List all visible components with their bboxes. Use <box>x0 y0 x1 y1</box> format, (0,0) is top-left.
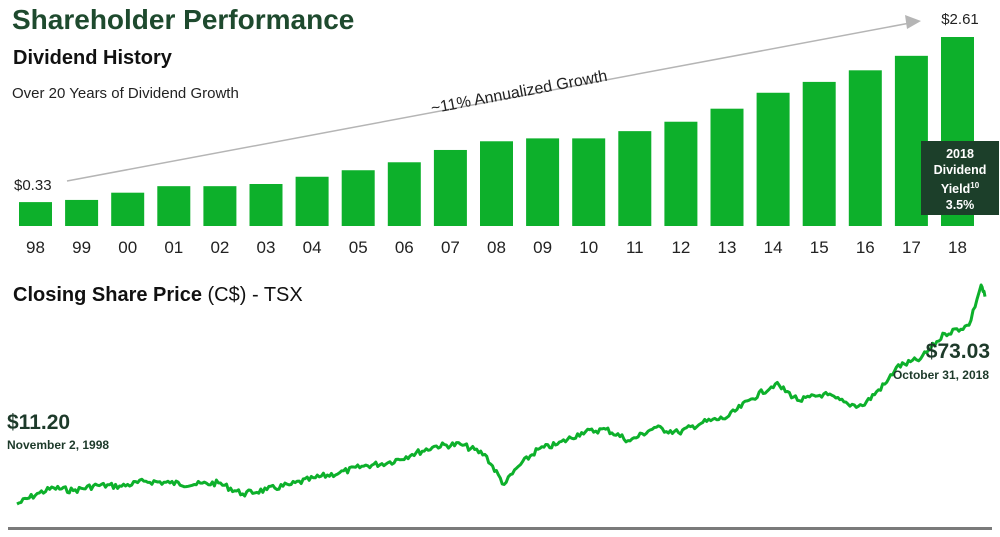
year-tick-label: 11 <box>626 238 644 257</box>
year-tick-label: 13 <box>718 238 737 257</box>
yield-dividend-label: Dividend <box>933 162 987 177</box>
dividend-history-heading: Dividend History <box>13 47 172 69</box>
yield-label: Yield10 <box>921 178 999 198</box>
year-tick-label: 99 <box>72 238 91 257</box>
year-tick-label: 10 <box>579 238 598 257</box>
price-series-line <box>16 283 987 506</box>
year-tick-label: 17 <box>902 238 921 257</box>
dividend-bar-09 <box>526 138 560 226</box>
year-tick-label: 08 <box>487 238 506 257</box>
first-bar-label: $0.33 <box>14 177 52 194</box>
year-tick-label: 12 <box>671 238 690 257</box>
dividend-caption: Over 20 Years of Dividend Growth <box>12 85 239 102</box>
year-tick-label: 04 <box>303 238 322 257</box>
dividend-bar-98 <box>19 202 52 226</box>
year-tick-label: 18 <box>948 238 967 257</box>
year-tick-label: 01 <box>164 238 183 257</box>
dividend-bar-13 <box>710 108 744 226</box>
start-price-date: November 2, 1998 <box>7 438 110 452</box>
year-tick-label: 03 <box>257 238 276 257</box>
dividend-bar-02 <box>203 186 237 226</box>
arrow-head-icon <box>905 15 921 29</box>
dividend-bar-16 <box>848 70 882 226</box>
page-title: Shareholder Performance <box>12 4 355 35</box>
share-price-title-bold: Closing Share Price <box>13 284 202 306</box>
year-tick-label: 98 <box>26 238 45 257</box>
dividend-bar-07 <box>433 149 467 226</box>
dividend-bar-10 <box>572 138 606 226</box>
dividend-bar-12 <box>664 121 698 226</box>
yield-year: 2018 <box>946 147 974 161</box>
dividend-bar-08 <box>480 141 513 226</box>
yield-footnote: 10 <box>970 181 980 190</box>
dividend-bar-05 <box>341 170 375 226</box>
bottom-divider <box>8 527 992 530</box>
dividend-bar-11 <box>618 131 652 226</box>
dividend-bar-99 <box>65 199 99 226</box>
end-price-date: October 31, 2018 <box>892 368 989 382</box>
year-tick-label: 02 <box>210 238 229 257</box>
year-tick-label: 14 <box>764 238 783 257</box>
share-price-heading: Closing Share Price (C$) - TSX <box>13 284 303 307</box>
last-bar-label: $2.61 <box>941 11 979 28</box>
year-tick-label: 06 <box>395 238 414 257</box>
share-price-title-rest: (C$) - TSX <box>201 284 303 306</box>
dividend-bar-15 <box>802 81 836 227</box>
start-price-value: $11.20 <box>7 411 71 434</box>
year-tick-label: 09 <box>533 238 552 257</box>
dividend-bar-03 <box>249 184 283 226</box>
dividend-bar-04 <box>295 176 329 226</box>
year-tick-label: 07 <box>441 238 460 257</box>
dividend-bar-14 <box>756 92 790 226</box>
dividend-bar-chart: ~11% Annualized Growth $0.33 $2.61 98 99 0… <box>14 11 979 257</box>
yield-word: Yield <box>940 182 971 197</box>
year-tick-label: 00 <box>118 238 137 257</box>
yield-value: 3.5% <box>945 197 975 212</box>
dividend-yield-box: 2018 Dividend Yield10 3.5% <box>921 141 999 215</box>
dividend-bar-06 <box>387 162 421 226</box>
end-price-value: $73.03 <box>925 340 990 363</box>
growth-arrow-line <box>66 22 911 182</box>
dividend-bar-01 <box>157 186 191 226</box>
year-tick-label: 16 <box>856 238 875 257</box>
dividend-bar-00 <box>111 192 145 226</box>
year-tick-label: 05 <box>349 238 368 257</box>
year-tick-label: 15 <box>810 238 829 257</box>
